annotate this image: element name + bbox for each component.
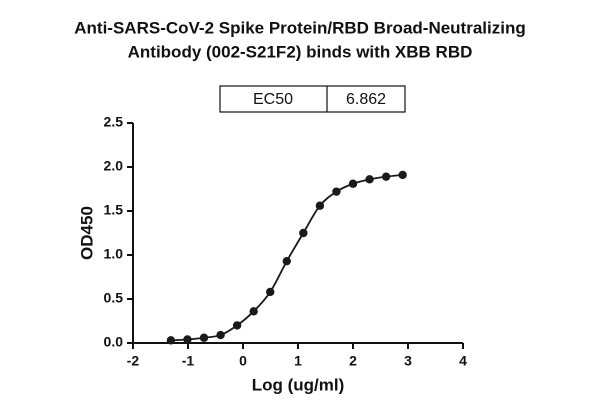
y-tick-label: 0.0 xyxy=(104,334,124,350)
data-point xyxy=(381,172,391,181)
data-point xyxy=(282,256,291,266)
data-point xyxy=(266,287,275,297)
x-tick-label: 1 xyxy=(294,353,302,369)
data-point xyxy=(216,330,225,340)
data-point xyxy=(365,175,374,184)
x-tick-label: 0 xyxy=(239,353,247,369)
x-tick-label: -1 xyxy=(182,353,195,369)
data-point xyxy=(332,187,341,196)
x-tick-label: 4 xyxy=(459,353,467,369)
y-tick-label: 2.0 xyxy=(104,158,124,174)
data-point xyxy=(249,307,258,316)
y-tick-label: 1.5 xyxy=(104,202,124,218)
x-axis-label: Log (ug/ml) xyxy=(252,375,345,394)
ec50-label: EC50 xyxy=(253,91,293,108)
ec50-box xyxy=(219,85,406,113)
y-axis-label: OD450 xyxy=(77,206,96,260)
data-point xyxy=(299,228,308,238)
y-tick-label: 2.5 xyxy=(104,114,124,130)
data-point xyxy=(183,335,192,344)
ec50-value: 6.862 xyxy=(346,91,386,108)
x-tick-label: -2 xyxy=(127,353,140,369)
data-point xyxy=(315,201,325,210)
data-point xyxy=(348,179,358,188)
chart-title: Anti-SARS-CoV-2 Spike Protein/RBD Broad-… xyxy=(74,18,525,37)
y-tick-label: 1.0 xyxy=(104,246,124,262)
x-tick-label: 3 xyxy=(404,353,412,369)
y-tick-label: 0.5 xyxy=(104,290,124,306)
chart-subtitle: Antibody (002-S21F2) binds with XBB RBD xyxy=(128,42,473,61)
data-point xyxy=(232,321,242,330)
data-point xyxy=(166,336,176,345)
data-point xyxy=(398,170,407,180)
x-tick-label: 2 xyxy=(349,353,357,369)
data-point xyxy=(199,333,209,342)
